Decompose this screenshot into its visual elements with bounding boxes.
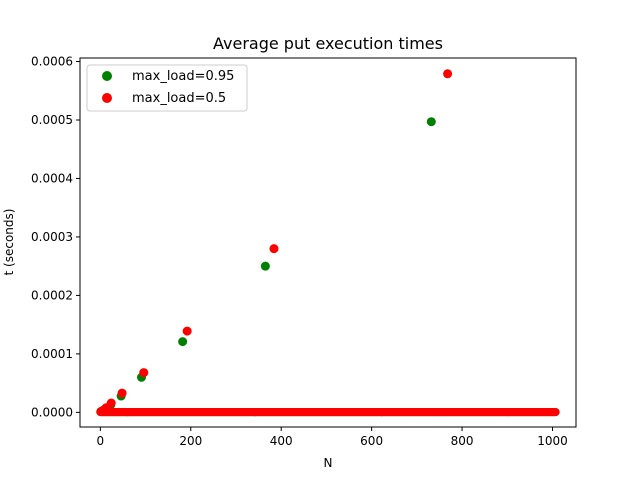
y-axis-label: t (seconds)	[2, 209, 16, 276]
data-point	[551, 408, 560, 417]
data-point	[182, 326, 192, 336]
y-tick-label: 0.0002	[31, 288, 73, 302]
y-tick-label: 0.0001	[31, 347, 73, 361]
data-point	[269, 244, 279, 254]
data-point	[260, 261, 270, 271]
plot-area	[96, 69, 560, 417]
x-tick-label: 0	[97, 434, 105, 448]
axes-frame	[79, 57, 577, 428]
data-point	[139, 368, 149, 378]
data-point	[426, 117, 436, 127]
y-tick-label: 0.0005	[31, 113, 73, 127]
chart-title: Average put execution times	[213, 34, 443, 53]
series-1	[96, 69, 560, 417]
x-axis-ticks: 0 200 400 600 800 1000	[97, 427, 568, 448]
y-tick-label: 0.0003	[31, 230, 73, 244]
data-point	[443, 69, 453, 79]
data-point	[106, 398, 116, 408]
legend-label-max-load-0.95: max_load=0.95	[132, 69, 234, 84]
y-tick-label: 0.0000	[31, 405, 73, 419]
x-tick-label: 1000	[537, 434, 568, 448]
legend-marker-max-load-0.95	[102, 71, 112, 81]
x-tick-label: 400	[270, 434, 293, 448]
x-axis-label: N	[324, 456, 333, 470]
data-point	[117, 388, 127, 398]
y-axis-ticks: 0.0000 0.0001 0.0002 0.0003 0.0004 0.0005 0.00…	[31, 55, 80, 419]
legend-label-max-load-0.5: max_load=0.5	[132, 91, 226, 106]
legend-box	[86, 64, 248, 112]
x-tick-label: 200	[179, 434, 202, 448]
data-point	[178, 337, 188, 347]
x-tick-label: 800	[451, 434, 474, 448]
legend-marker-max-load-0.5	[102, 93, 112, 103]
y-tick-label: 0.0006	[31, 55, 73, 69]
legend: max_load=0.95 max_load=0.5	[86, 64, 248, 112]
x-tick-label: 600	[360, 434, 383, 448]
y-tick-label: 0.0004	[31, 171, 73, 185]
